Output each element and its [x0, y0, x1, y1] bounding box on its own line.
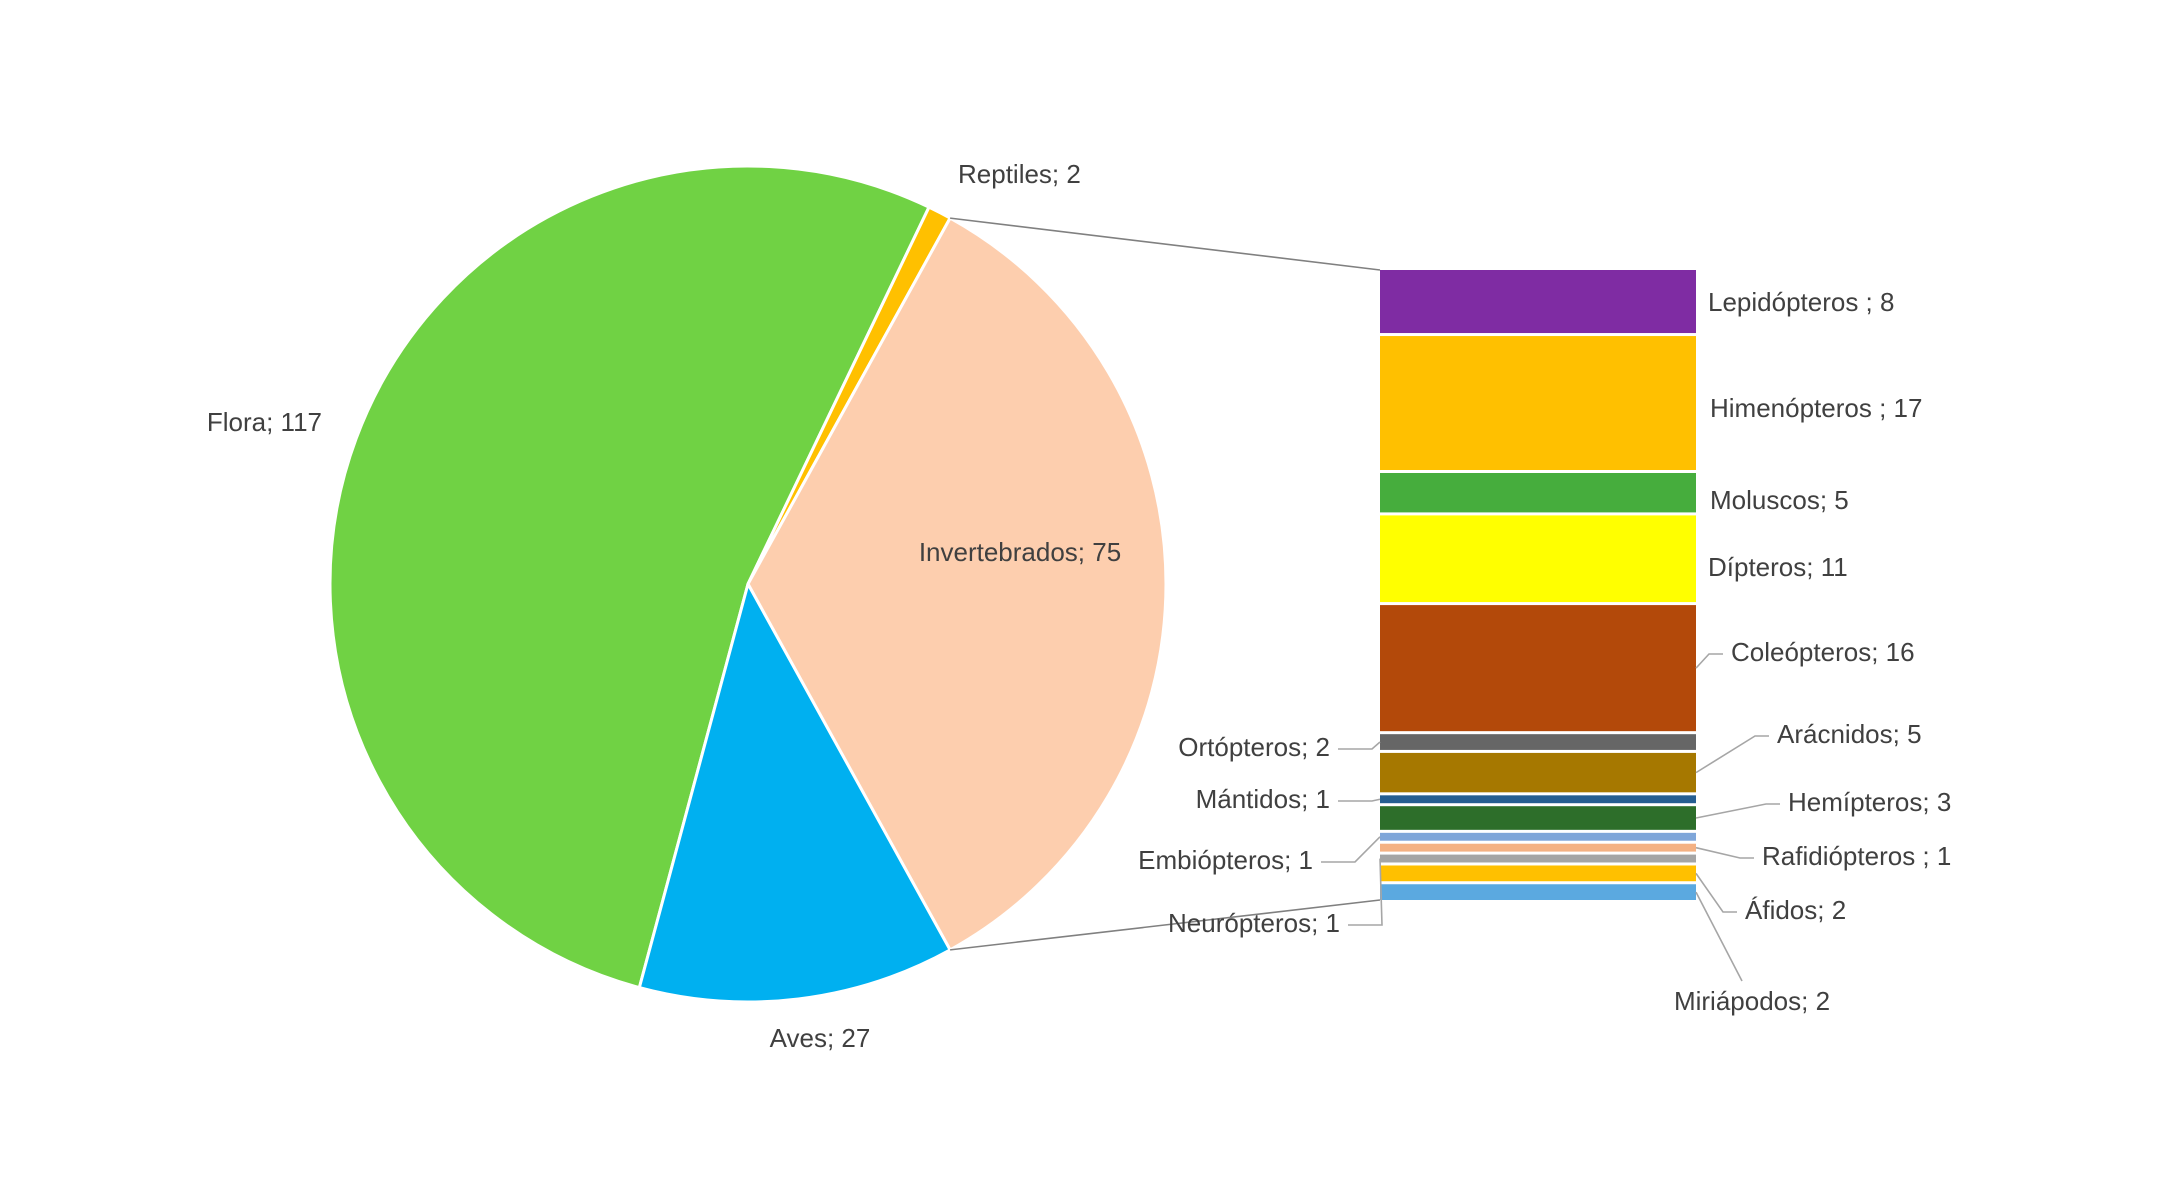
bar-label-neuropteros: Neurópteros; 1 — [1168, 908, 1340, 938]
bar-label-miriapodos: Miriápodos; 2 — [1674, 986, 1830, 1016]
pie-label-aves: Aves; 27 — [770, 1023, 871, 1053]
bar-segment-aracnidos — [1380, 752, 1696, 793]
bar-segment-afidos — [1380, 865, 1696, 882]
leader-line-miriapodos — [1695, 891, 1743, 982]
pie-label-reptiles: Reptiles; 2 — [958, 159, 1081, 189]
bar-label-embiopteros: Embiópteros; 1 — [1138, 845, 1313, 875]
bar-segment-ortopteros — [1380, 734, 1696, 750]
leader-line-hemipteros — [1695, 803, 1780, 819]
pie-slice-flora — [328, 164, 931, 990]
pie-label-invertebrados: Invertebrados; 75 — [919, 537, 1121, 567]
bar-segment-miriapodos — [1380, 884, 1696, 900]
bar-label-aracnidos: Arácnidos; 5 — [1777, 719, 1922, 749]
bar-label-hemipteros: Hemípteros; 3 — [1788, 787, 1951, 817]
bar-label-rafidiopteros: Rafidiópteros ; 1 — [1762, 841, 1951, 871]
bar-label-mantidos: Mántidos; 1 — [1196, 784, 1330, 814]
bar-segment-rafidiopteros — [1380, 843, 1696, 852]
bar-segment-coleopteros — [1380, 605, 1696, 732]
bar-label-ortopteros: Ortópteros; 2 — [1178, 732, 1330, 762]
leader-line-afidos — [1695, 872, 1737, 913]
connector-line-bottom — [950, 899, 1381, 951]
pie-slice-aves — [637, 582, 952, 1004]
bar-label-lepidopteros: Lepidópteros ; 8 — [1708, 287, 1894, 317]
bar-label-himenopteros: Himenópteros ; 17 — [1710, 393, 1922, 423]
connector-line-top — [950, 217, 1381, 271]
bar-segment-dipteros — [1380, 515, 1696, 603]
bar-label-afidos: Áfidos; 2 — [1745, 895, 1846, 925]
leader-line-embiopteros — [1321, 836, 1381, 863]
bar-label-moluscos: Moluscos; 5 — [1710, 485, 1849, 515]
pie-slice-invertebrados — [746, 216, 1168, 952]
pie-label-flora: Flora; 117 — [207, 407, 322, 437]
leader-line-ortopteros — [1338, 741, 1381, 750]
bar-segment-hemipteros — [1380, 806, 1696, 830]
bar-label-coleopteros: Coleópteros; 16 — [1731, 637, 1915, 667]
bar-label-dipteros: Dípteros; 11 — [1708, 552, 1848, 582]
bar-segment-lepidopteros — [1380, 270, 1696, 334]
leader-line-aracnidos — [1695, 735, 1769, 774]
bar-segment-embiopteros — [1380, 832, 1696, 841]
bar-segment-mantidos — [1380, 795, 1696, 804]
leader-line-coleopteros — [1695, 653, 1723, 669]
bar-segment-himenopteros — [1380, 336, 1696, 470]
bar-segment-moluscos — [1380, 473, 1696, 513]
leader-line-mantidos — [1338, 798, 1381, 802]
leader-line-neuropteros — [1348, 858, 1383, 926]
bar-segment-neuropteros — [1380, 854, 1696, 863]
leader-line-rafidiopteros — [1695, 846, 1754, 859]
